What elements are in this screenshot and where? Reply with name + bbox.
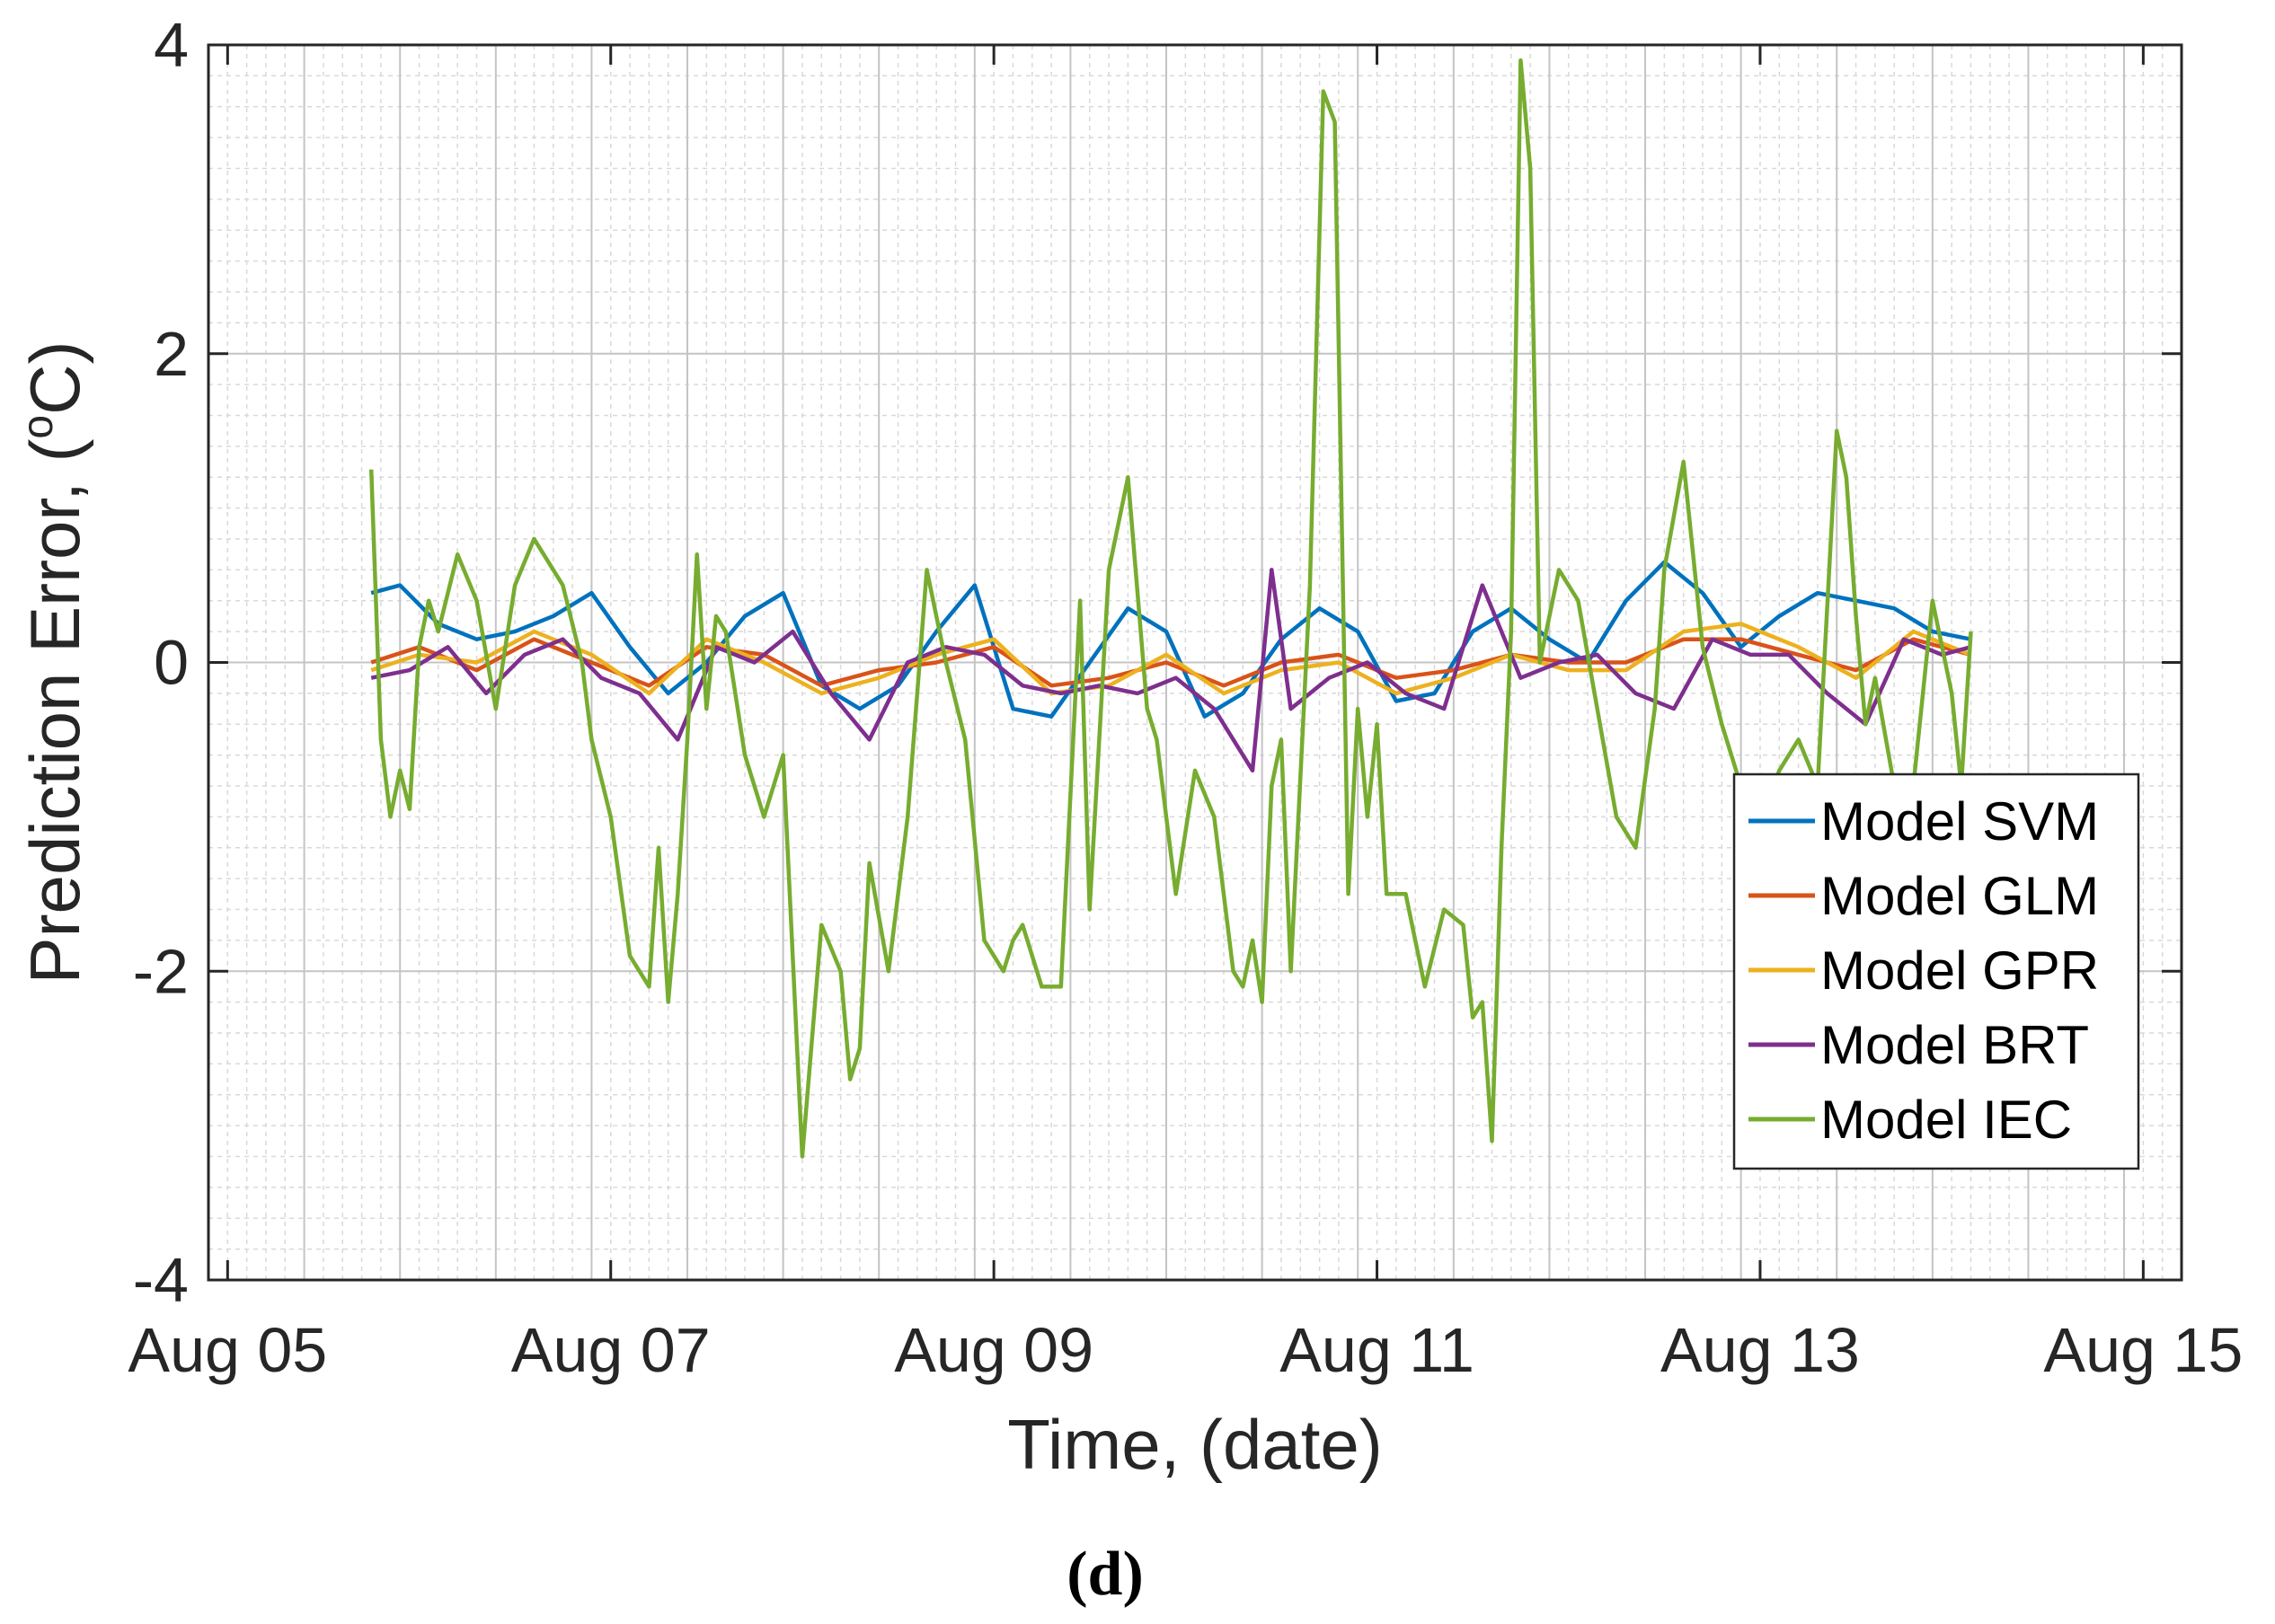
- x-tick-label: Aug 05: [128, 1315, 327, 1385]
- y-tick-label: -4: [133, 1245, 189, 1315]
- y-tick-label: 0: [154, 628, 189, 698]
- x-tick-label: Aug 07: [511, 1315, 711, 1385]
- x-tick-label: Aug 13: [1660, 1315, 1860, 1385]
- legend-entry-model-iec: Model IEC: [1820, 1090, 2072, 1150]
- y-tick-label: -2: [133, 936, 189, 1006]
- legend-entry-model-brt: Model BRT: [1820, 1015, 2089, 1075]
- data-series: [368, 57, 1973, 1159]
- y-tick-label: 4: [154, 10, 189, 80]
- x-tick-label: Aug 11: [1279, 1315, 1474, 1385]
- series-line-model-svm: [370, 560, 1971, 719]
- y-axis-title-degree: o: [14, 415, 62, 439]
- series-line-model-brt: [370, 568, 1972, 773]
- y-axis-title: Prediction Error, (oC): [14, 341, 94, 984]
- y-tick-label: 2: [154, 319, 189, 389]
- y-axis-title-main: Prediction Error, (: [15, 439, 94, 984]
- legend-entry-model-glm: Model GLM: [1820, 866, 2099, 926]
- x-axis-title: Time, (date): [1007, 1405, 1383, 1484]
- legend-entry-model-gpr: Model GPR: [1820, 940, 2099, 1001]
- legend-entry-model-svm: Model SVM: [1820, 791, 2099, 852]
- legend: Model SVM Model GLM Model GPR Model BRT Mode…: [1732, 772, 2140, 1170]
- x-tick-label: Aug 15: [2043, 1315, 2243, 1385]
- x-tick-label: Aug 09: [894, 1315, 1093, 1385]
- y-axis-title-unit: C): [15, 341, 94, 415]
- panel-label: (d): [1067, 1540, 1144, 1609]
- series-line-model-iec: [368, 57, 1973, 1159]
